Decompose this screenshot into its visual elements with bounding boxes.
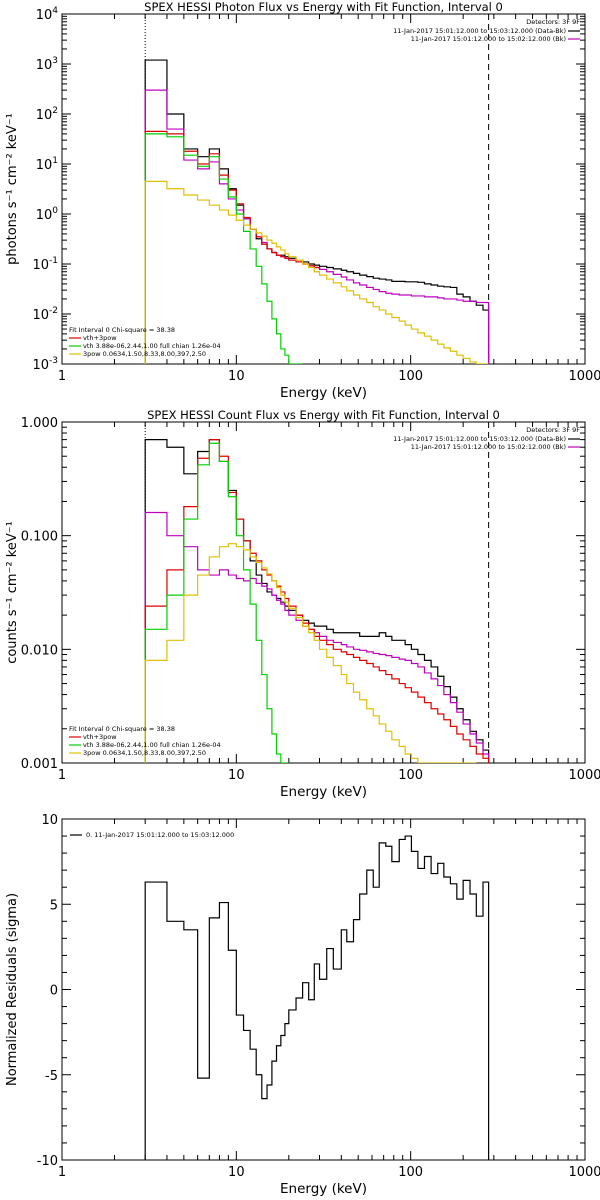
series-line-0 xyxy=(144,59,490,364)
x-tick-label: 100 xyxy=(398,1165,423,1180)
y-tick-label: 5 xyxy=(50,898,58,913)
series-line-0 xyxy=(144,439,490,763)
x-tick-label: 1000 xyxy=(568,369,600,384)
x-axis: 1 10 100 1000 xyxy=(58,422,600,783)
x-tick-label: 1000 xyxy=(568,1165,600,1180)
legend-entry: 0. 11-Jan-2017 15:01:12.000 to 15:03:12.… xyxy=(86,831,234,839)
legend-entry: 11-Jan-2017 15:01:12.000 to 15:03:12.000… xyxy=(393,435,566,443)
legend-entry: 3pow 0.0634,1.50,8.33,8.00,397,2.50 xyxy=(83,749,206,757)
legend-bottom-left: Fit Interval 0 Chi-square = 38.38vth+3po… xyxy=(69,326,221,358)
legend-title: Detectors: 3F 9F xyxy=(526,18,580,26)
y-tick-label: 1.000 xyxy=(21,416,58,431)
y-tick-label: 102 xyxy=(36,106,58,123)
y-axis-label: photons s⁻¹ cm⁻² keV⁻¹ xyxy=(5,113,20,265)
plot-area xyxy=(144,835,490,1160)
y-tick-label: 10-1 xyxy=(32,256,58,273)
y-axis: -10 -5 0 5 10 xyxy=(37,813,585,1169)
series-line-4 xyxy=(144,543,477,763)
y-tick-label: -10 xyxy=(37,1154,58,1169)
legend-entry: 11-Jan-2017 15:01:12.000 to 15:03:12.000… xyxy=(393,27,566,35)
plot-area xyxy=(144,14,490,364)
y-tick-label: 0.001 xyxy=(21,757,58,772)
legend-entry: 11-Jan-2017 15:01:12.000 to 15:02:12.000… xyxy=(411,443,566,451)
y-tick-label: 0.100 xyxy=(21,530,58,545)
series-line-2 xyxy=(144,439,490,763)
x-tick-label: 10 xyxy=(228,1165,245,1180)
legend-entry: 11-Jan-2017 15:01:12.000 to 15:02:12.000… xyxy=(411,35,566,43)
legend-entry: vth 3.88e-06,2.44,1.00 full chian 1.26e-… xyxy=(83,342,221,350)
plot-frame xyxy=(61,818,586,1161)
y-tick-label: 0.010 xyxy=(21,643,58,658)
series-line-3 xyxy=(144,133,303,364)
plot-area xyxy=(144,422,490,763)
chart-panel-1: SPEX HESSI Count Flux vs Energy with Fit… xyxy=(5,408,600,800)
x-tick-label: 100 xyxy=(398,768,423,783)
x-tick-label: 10 xyxy=(228,369,245,384)
y-tick-label: 104 xyxy=(36,6,59,23)
x-axis-label: Energy (keV) xyxy=(280,385,367,401)
x-axis: 1 10 100 1000 xyxy=(58,14,600,384)
y-tick-label: 103 xyxy=(36,56,58,73)
chart-title: SPEX HESSI Photon Flux vs Energy with Fi… xyxy=(144,0,503,14)
x-tick-label: 1 xyxy=(58,369,66,384)
plot-frame xyxy=(61,421,586,764)
series-line-1 xyxy=(144,511,490,763)
series-line-0 xyxy=(144,835,490,1160)
series-line-3 xyxy=(144,442,289,763)
plot-frame xyxy=(61,13,586,365)
legend-bottom-left: Fit Interval 0 Chi-square = 38.38vth+3po… xyxy=(69,725,221,757)
x-axis-label: Energy (keV) xyxy=(280,784,367,800)
legend-entry: vth 3.88e-06,2.44,1.00 full chian 1.26e-… xyxy=(83,741,221,749)
y-axis-label: Normalized Residuals (sigma) xyxy=(5,893,20,1086)
legend-title: Fit Interval 0 Chi-square = 38.38 xyxy=(69,326,175,334)
chart-title: SPEX HESSI Count Flux vs Energy with Fit… xyxy=(147,408,500,422)
legend-title: Fit Interval 0 Chi-square = 38.38 xyxy=(69,725,175,733)
y-tick-label: -5 xyxy=(45,1069,58,1084)
x-tick-label: 1000 xyxy=(568,768,600,783)
legend-entry: vth+3pow xyxy=(83,334,117,342)
chart-panel-0: SPEX HESSI Photon Flux vs Energy with Fi… xyxy=(5,0,600,401)
x-axis-label: Energy (keV) xyxy=(280,1181,367,1197)
y-tick-label: 101 xyxy=(36,156,58,173)
y-tick-label: 0 xyxy=(50,984,58,999)
y-axis: 10-3 10-2 10-1 100 101 102 103 104 xyxy=(32,6,585,373)
series-line-4 xyxy=(144,180,489,364)
x-tick-label: 10 xyxy=(228,768,245,783)
x-tick-label: 100 xyxy=(398,369,423,384)
y-axis: 0.001 0.010 0.100 1.000 xyxy=(21,416,585,772)
series-line-1 xyxy=(144,89,490,364)
legend-entry: 3pow 0.0634,1.50,8.33,8.00,397,2.50 xyxy=(83,350,206,358)
y-axis-label: counts s⁻¹ cm⁻² keV⁻¹ xyxy=(5,521,20,664)
x-tick-label: 1 xyxy=(58,768,66,783)
series-line-2 xyxy=(144,130,321,364)
y-tick-label: 10-3 xyxy=(32,356,58,373)
y-tick-label: 10 xyxy=(41,813,58,828)
y-tick-label: 100 xyxy=(36,206,59,223)
legend-entry: vth+3pow xyxy=(83,733,117,741)
x-tick-label: 1 xyxy=(58,1165,66,1180)
y-tick-label: 10-2 xyxy=(32,306,58,323)
legend-title: Detectors: 3F 9F xyxy=(526,426,580,434)
chart-panel-2: 1 10 100 1000 Energy (keV) -10 -5 0 5 10 Normalize… xyxy=(5,813,600,1197)
x-axis: 1 10 100 1000 xyxy=(58,819,600,1180)
legend-top-left: 0. 11-Jan-2017 15:01:12.000 to 15:03:12.… xyxy=(70,831,234,839)
